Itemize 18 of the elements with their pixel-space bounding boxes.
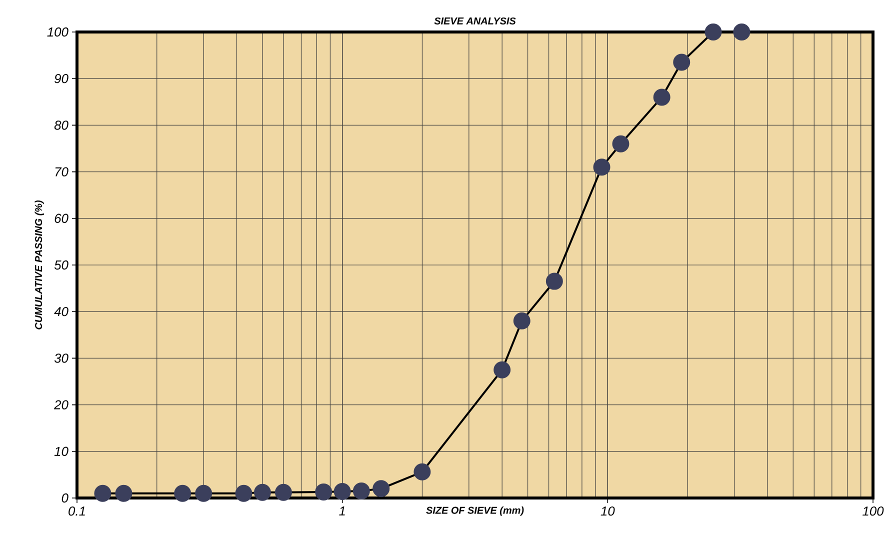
y-tick-label: 20 [54, 400, 68, 410]
y-tick-label: 40 [54, 307, 68, 316]
y-tick-label: 60 [54, 214, 68, 223]
y-axis-title: CUMULATIVE PASSING (%) [34, 200, 44, 330]
y-tick-label: 50 [54, 260, 68, 270]
y-tick-label: 100 [47, 27, 68, 37]
y-tick-label: 90 [54, 74, 68, 84]
x-axis-title: SIZE OF SIEVE (mm) [426, 506, 524, 516]
y-tick-label: 30 [54, 354, 68, 363]
y-tick-label: 80 [54, 120, 68, 130]
y-tick-label: 70 [55, 167, 68, 176]
y-tick-label: 10 [54, 446, 68, 456]
y-tick-label: 0 [62, 493, 68, 503]
x-tick-label: 0.1 [68, 506, 85, 516]
x-tick-label: 100 [862, 506, 884, 516]
x-tick-label: 10 [600, 506, 615, 516]
x-tick-label: 1 [339, 506, 345, 516]
chart-title: SIEVE ANALYSIS [434, 17, 516, 24]
